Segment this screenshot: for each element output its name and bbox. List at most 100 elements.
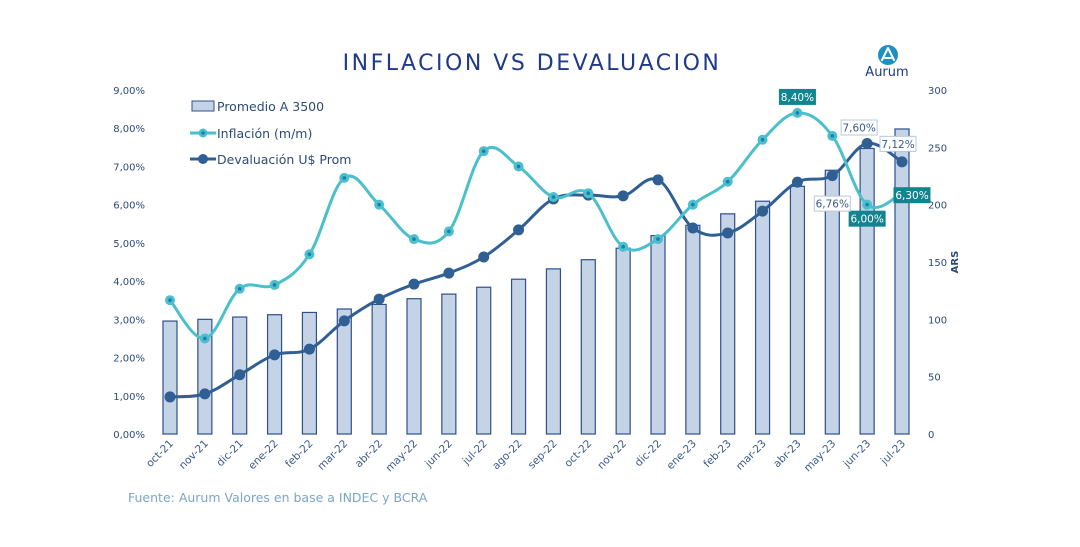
data-label-text: 6,76% (816, 199, 849, 211)
devaluation-point-abr-22 (373, 293, 385, 305)
x-tick-label: ago-22 (490, 438, 525, 473)
x-tick-label: feb-23 (701, 438, 734, 471)
data-label-box (813, 195, 851, 212)
right-tick-label: 150 (928, 258, 947, 269)
left-tick-label: 0,00% (113, 430, 145, 441)
logo-text: Aurum (865, 65, 908, 80)
data-label-may-23: 6,76% (813, 195, 851, 212)
inflation-point-dot (203, 336, 207, 341)
source-note: Fuente: Aurum Valores en base a INDEC y … (128, 490, 428, 505)
devaluation-point-jun-22 (443, 267, 455, 279)
data-label-text: 7,12% (881, 139, 914, 151)
data-label-jul-23: 6,30% (893, 187, 931, 204)
x-tick-label: oct-22 (562, 438, 594, 470)
bar-mar-22 (336, 308, 352, 435)
x-tick-label: jun-23 (840, 438, 873, 471)
inflation-point-dot (377, 202, 381, 207)
x-tick-label: oct-21 (144, 438, 176, 470)
data-label-text: 6,30% (895, 190, 928, 202)
right-tick-label: 250 (928, 143, 947, 154)
legend-label-bars: Promedio A 3500 (217, 99, 324, 114)
left-tick-label: 4,00% (113, 277, 145, 288)
devaluation-point-may-23 (826, 170, 838, 182)
x-tick-label: dic-21 (214, 438, 245, 469)
devaluation-point-dic-21 (234, 369, 246, 381)
inflation-point-dot (412, 237, 416, 241)
bar-abr-23 (789, 185, 806, 435)
left-tick-label: 8,00% (113, 124, 145, 135)
data-label-jun-23: 7,60% (840, 119, 878, 136)
inflation-point-dot (237, 286, 242, 291)
inflation-point-dot (656, 237, 660, 241)
devaluation-point-nov-21 (199, 388, 211, 400)
x-tick-label: jul-22 (460, 438, 490, 468)
chart-title: INFLACION VS DEVALUACION (343, 51, 722, 76)
x-tick-label: dic-22 (633, 438, 664, 469)
data-label-box (778, 88, 816, 105)
left-tick-label: 1,00% (113, 392, 145, 403)
inflation-point-dot (481, 149, 486, 153)
inflation-point-dot (168, 298, 172, 303)
left-tick-label: 7,00% (113, 162, 145, 173)
data-label-jun-23: 6,00% (848, 210, 886, 227)
bar-may-22 (406, 298, 422, 435)
data-label-box (848, 210, 886, 227)
x-tick-label: ene-23 (665, 438, 699, 472)
x-tick-label: abr-22 (353, 438, 385, 470)
legend-item-inflation[interactable]: Inflación (m/m) (190, 126, 312, 141)
legend-inflation-marker-dot-icon (201, 131, 205, 135)
bar-feb-23 (720, 213, 736, 435)
x-tick-label: mar-22 (315, 438, 350, 473)
bar-ene-23 (685, 224, 701, 435)
devaluation-point-jul-22 (478, 251, 490, 263)
inflation-point-dot (342, 176, 347, 180)
inflation-point-dot (691, 202, 695, 207)
right-axis: 0 50 100 150 200 250 300 (928, 86, 947, 441)
devaluation-point-may-22 (408, 278, 420, 290)
bar-ene-22 (266, 314, 283, 435)
devaluation-point-feb-22 (303, 343, 315, 355)
right-tick-label: 0 (928, 430, 934, 441)
inflation-point-dot (621, 244, 625, 249)
devaluation-point-dic-22 (652, 174, 664, 186)
x-tick-label: may-22 (383, 438, 420, 475)
x-axis: oct-21 nov-21 dic-21 ene-22 feb-22 mar-22 abr-… (144, 438, 908, 475)
line-series (164, 107, 908, 403)
devaluation-point-feb-23 (722, 227, 734, 239)
x-tick-label: feb-22 (283, 438, 316, 471)
devaluation-point-jul-23 (896, 156, 908, 168)
data-label-text: 8,40% (781, 92, 814, 104)
inflation-point-dot (516, 164, 521, 169)
right-tick-label: 100 (928, 315, 947, 326)
logo-a-icon (881, 47, 895, 61)
bar-ago-22 (510, 278, 527, 435)
inflation-point-dot (447, 229, 451, 234)
devaluation-line (169, 141, 903, 399)
bar-feb-22 (301, 311, 318, 435)
devaluation-point-ago-22 (513, 224, 525, 236)
data-label-text: 6,00% (850, 214, 883, 226)
bar-abr-22 (371, 303, 387, 435)
x-tick-label: sep-22 (526, 438, 560, 472)
inflation-point-dot (795, 111, 800, 115)
x-tick-label: nov-21 (177, 438, 211, 472)
left-tick-label: 5,00% (113, 239, 145, 250)
bar-sep-22 (545, 268, 562, 435)
x-tick-label: jul-23 (878, 438, 908, 468)
devaluation-point-abr-23 (791, 176, 803, 188)
inflation-point-dot (760, 137, 765, 142)
bar-oct-21 (162, 320, 178, 435)
bar-jun-22 (441, 293, 457, 435)
inflation-point-dot (725, 179, 730, 184)
legend: Promedio A 3500 Inflación (m/m) Devaluac… (190, 99, 351, 167)
x-tick-label: nov-22 (595, 438, 629, 472)
legend-item-bars[interactable]: Promedio A 3500 (191, 99, 324, 114)
legend-item-devaluation[interactable]: Devaluación U$ Prom (190, 152, 351, 167)
bar-nov-21 (197, 318, 213, 435)
bar-nov-22 (615, 247, 631, 435)
x-tick-label: mar-23 (734, 438, 769, 473)
inflation-point-dot (830, 134, 835, 138)
data-label-box (893, 187, 931, 204)
inflation-point-dot (307, 252, 312, 257)
bar-jun-23 (859, 147, 875, 435)
